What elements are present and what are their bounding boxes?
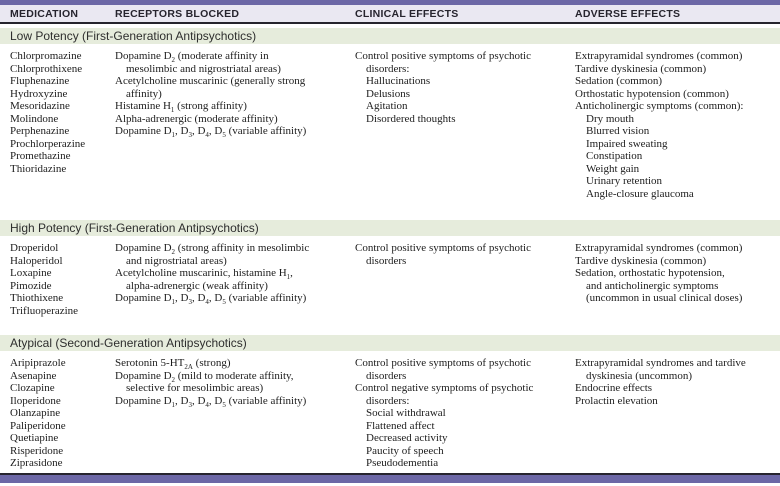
receptors-blocked-low-potency: Dopamine D2 (moderate affinity in mesoli… [115,50,307,140]
section-body-low-potency: Chlorpromazine Chlorprothixene Fluphenaz… [0,44,780,220]
column-header-medication: MEDICATION [10,7,79,20]
clinical-effects-low-potency: Control positive symptoms of psychotic d… [355,50,531,125]
medications-list-atypical: Aripiprazole Asenapine Clozapine Iloperi… [10,357,66,469]
medications-list-high-potency: Droperidol Haloperidol Loxapine Pimozide… [10,242,79,317]
column-header-clinical-effects: CLINICAL EFFECTS [355,7,459,20]
clinical-effects-atypical: Control positive symptoms of psychotic d… [355,357,534,469]
section-title: High Potency (First-Generation Antipsych… [10,221,259,235]
section-title: Low Potency (First-Generation Antipsycho… [10,29,257,43]
bottom-divider-rule [0,473,780,475]
column-header-receptors-blocked: RECEPTORS BLOCKED [115,7,240,20]
clinical-effects-high-potency: Control positive symptoms of psychotic d… [355,242,531,267]
column-header-adverse-effects: ADVERSE EFFECTS [575,7,681,20]
section-body-atypical: Aripiprazole Asenapine Clozapine Iloperi… [0,351,780,473]
section-header-high-potency: High Potency (First-Generation Antipsych… [0,220,780,236]
adverse-effects-high-potency: Extrapyramidal syndromes (common) Tardiv… [575,242,743,304]
top-accent-bar [0,0,780,5]
header-divider-rule [0,22,780,24]
table-header-row: MEDICATION RECEPTORS BLOCKED CLINICAL EF… [0,5,780,22]
section-title: Atypical (Second-Generation Antipsychoti… [10,336,247,350]
medications-list-low-potency: Chlorpromazine Chlorprothixene Fluphenaz… [10,50,86,175]
section-body-high-potency: Droperidol Haloperidol Loxapine Pimozide… [0,236,780,335]
bottom-accent-bar [0,475,780,483]
adverse-effects-low-potency: Extrapyramidal syndromes (common) Tardiv… [575,50,744,200]
section-header-atypical: Atypical (Second-Generation Antipsychoti… [0,335,780,351]
adverse-effects-atypical: Extrapyramidal syndromes and tardive dys… [575,357,746,407]
section-header-low-potency: Low Potency (First-Generation Antipsycho… [0,28,780,44]
receptors-blocked-high-potency: Dopamine D2 (strong affinity in mesolimb… [115,242,310,307]
receptors-blocked-atypical: Serotonin 5-HT2A (strong) Dopamine D2 (m… [115,357,307,409]
